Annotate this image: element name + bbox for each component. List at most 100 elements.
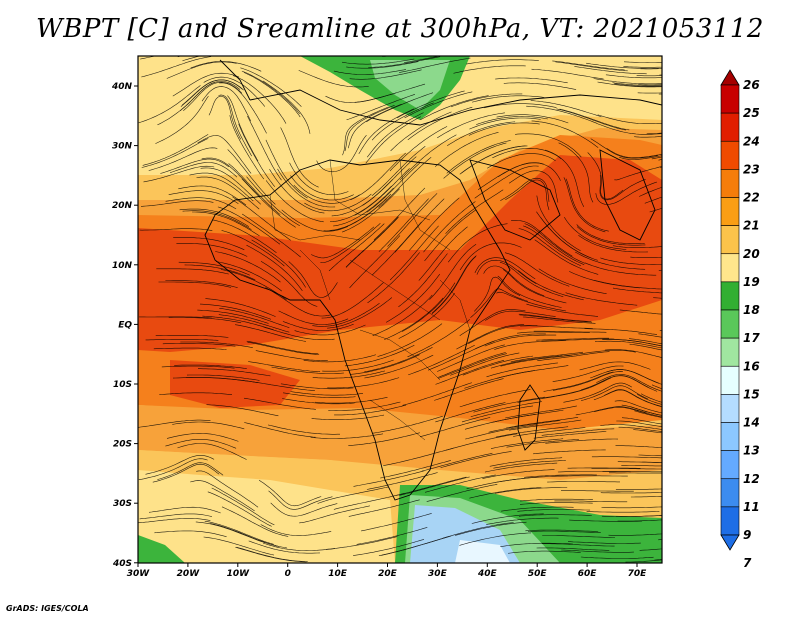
streamline: [604, 349, 662, 358]
colorbar-label: 25: [743, 106, 760, 120]
streamline: [197, 309, 269, 324]
streamline: [240, 67, 302, 107]
streamline: [204, 520, 274, 545]
streamline: [162, 343, 236, 347]
streamline: [304, 193, 372, 212]
streamline: [152, 463, 220, 483]
streamline: [500, 354, 573, 367]
streamline: [353, 539, 425, 556]
streamline: [649, 208, 662, 213]
streamline: [154, 530, 227, 538]
streamline: [476, 116, 548, 125]
streamline: [389, 126, 448, 172]
streamline: [558, 142, 594, 203]
streamline: [646, 132, 662, 135]
streamline: [492, 147, 562, 160]
colorbar-label: 20: [743, 247, 760, 261]
streamline: [471, 513, 544, 524]
streamline: [203, 536, 275, 556]
streamline: [593, 78, 662, 85]
streamline: [431, 256, 477, 315]
streamline: [373, 187, 426, 241]
streamline: [565, 292, 638, 306]
streamline: [510, 351, 584, 363]
lat-tick-label: 40N: [111, 82, 133, 92]
streamline: [483, 265, 545, 297]
streamline: [265, 139, 308, 199]
streamline: [192, 211, 260, 237]
streamline: [597, 114, 662, 124]
lat-tick-label: 10S: [113, 380, 132, 390]
colorbar-top-arrow: [720, 69, 740, 86]
streamline: [536, 211, 592, 259]
streamline: [243, 397, 316, 410]
streamline: [563, 177, 606, 233]
streamline: [617, 519, 662, 522]
streamline: [518, 514, 592, 517]
streamline: [586, 62, 659, 69]
streamline: [608, 533, 662, 536]
streamline: [440, 451, 512, 468]
colorbar-swatch: [720, 478, 740, 508]
streamline: [495, 426, 569, 438]
streamline: [437, 344, 505, 372]
streamline: [345, 216, 399, 268]
streamline: [184, 264, 256, 281]
streamline: [589, 375, 658, 392]
streamline: [138, 85, 201, 124]
field-band-red-south: [170, 360, 300, 408]
streamline: [378, 156, 432, 208]
colorbar-swatch: [720, 506, 740, 536]
streamline: [269, 168, 325, 214]
streamline: [531, 120, 599, 148]
streamline: [569, 519, 643, 522]
streamline: [563, 382, 632, 403]
streamline: [165, 439, 237, 449]
streamline: [211, 487, 275, 526]
streamline: [541, 338, 615, 342]
streamline: [263, 542, 336, 551]
streamline: [348, 499, 420, 517]
streamline: [432, 255, 477, 314]
streamline: [260, 261, 318, 307]
streamline: [179, 208, 249, 227]
streamline: [496, 291, 567, 312]
streamline: [505, 405, 577, 419]
streamline: [474, 165, 539, 199]
streamline: [614, 166, 662, 181]
streamline: [493, 460, 566, 469]
border-7: [299, 249, 331, 301]
streamline: [612, 82, 662, 86]
streamline: [515, 133, 582, 158]
streamline: [520, 325, 593, 329]
streamline: [190, 61, 262, 72]
streamline: [561, 490, 634, 492]
streamline: [621, 417, 662, 425]
streamline: [473, 396, 545, 413]
colorbar-swatch: [720, 140, 740, 170]
border-8: [439, 279, 471, 331]
lat-tick-label: 20S: [113, 440, 132, 450]
streamline: [594, 280, 662, 290]
streamline: [361, 513, 432, 532]
streamline: [536, 195, 581, 252]
streamline: [484, 462, 558, 473]
streamline: [594, 340, 662, 349]
streamline: [186, 374, 260, 381]
streamline: [265, 287, 331, 317]
streamline: [333, 187, 394, 227]
streamline: [282, 321, 354, 331]
streamline: [228, 163, 281, 215]
lat-tick-label: 30S: [113, 499, 132, 509]
colorbar-label: 21: [743, 219, 760, 233]
country-borders: [269, 159, 471, 441]
streamline: [138, 518, 211, 524]
streamline: [303, 354, 376, 363]
streamline: [263, 326, 335, 340]
streamline: [227, 95, 259, 162]
streamline: [248, 540, 320, 554]
streamline: [538, 268, 607, 294]
streamline: [232, 75, 287, 124]
streamline: [456, 324, 525, 350]
